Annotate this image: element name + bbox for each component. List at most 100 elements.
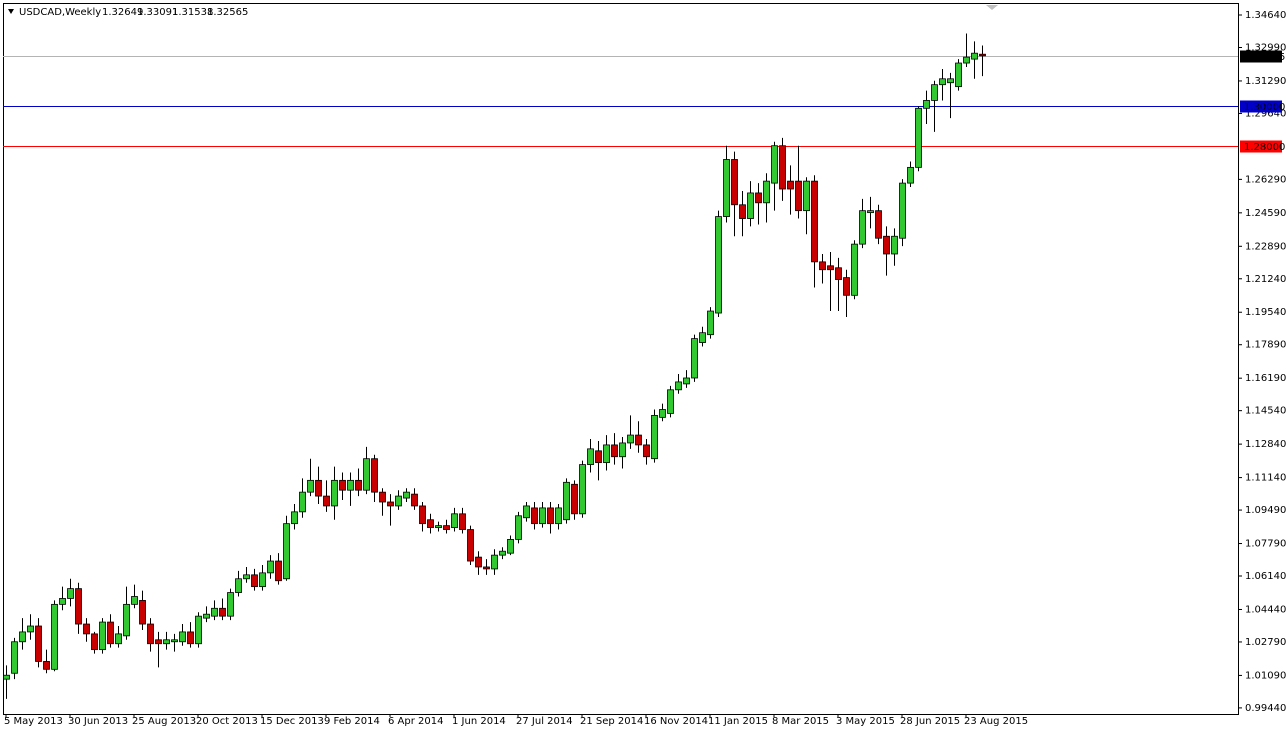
candle-body [699, 332, 706, 343]
candle-body [947, 78, 954, 84]
y-tick-label: 1.32990 [1245, 42, 1286, 53]
candle-body [179, 631, 186, 643]
x-tick-label: 8 Mar 2015 [772, 716, 829, 727]
candle-body [43, 661, 50, 670]
candle-body [411, 493, 418, 507]
y-tick-label: 1.04440 [1245, 604, 1286, 615]
candle-body [603, 444, 610, 464]
candle-body [587, 448, 594, 465]
shift-marker [986, 5, 998, 10]
x-tick-label: 1 Jun 2014 [452, 716, 506, 727]
x-tick-label: 23 Aug 2015 [964, 716, 1028, 727]
y-tick-label: 1.06140 [1245, 571, 1286, 582]
x-tick-label: 27 Jul 2014 [516, 716, 573, 727]
candle-body [75, 588, 82, 625]
candle-body [763, 180, 770, 204]
candle-body [355, 479, 362, 491]
candle-body [235, 578, 242, 593]
candle-body [771, 145, 778, 184]
candle-body [395, 495, 402, 507]
candle-body [963, 56, 970, 64]
candle-body [187, 631, 194, 645]
candle-body [83, 623, 90, 635]
y-tick-label: 1.34640 [1245, 10, 1286, 21]
candle-body [163, 639, 170, 645]
ohlc-low: 1.31538 [172, 7, 213, 18]
candle-body [107, 621, 114, 645]
candle-body [427, 519, 434, 528]
candle-body [27, 625, 34, 633]
candle-body [835, 267, 842, 280]
y-tick-label: 1.17890 [1245, 340, 1286, 351]
candle-body [859, 210, 866, 245]
candle-body [539, 507, 546, 525]
candle-body [211, 607, 218, 617]
candle-body [523, 505, 530, 519]
candle-body [19, 631, 26, 643]
candle-body [563, 481, 570, 521]
candle-body [819, 261, 826, 271]
candle-body [507, 538, 514, 554]
candle-body [915, 107, 922, 168]
candle-body [35, 625, 42, 662]
candle-body [595, 450, 602, 464]
candle-body [51, 603, 58, 670]
candle-body [339, 479, 346, 491]
candle-body [731, 159, 738, 206]
y-tick-label: 1.09490 [1245, 505, 1286, 516]
candle-body [203, 613, 210, 619]
candle-body [323, 495, 330, 507]
candle-body [787, 180, 794, 190]
candle-body [371, 458, 378, 493]
candle-body [643, 444, 650, 458]
candle-body [243, 574, 250, 580]
candle-body [171, 639, 178, 643]
level-label-box [1240, 100, 1282, 113]
candle-body [459, 513, 466, 530]
candle-body [683, 377, 690, 385]
candle-body [483, 566, 490, 570]
candle-body [291, 511, 298, 525]
candle-body [555, 507, 562, 525]
candle-body [755, 192, 762, 204]
level-label: 1.28000 [1244, 142, 1285, 153]
candle-body [91, 633, 98, 651]
candle-body [635, 434, 642, 446]
candle-body [131, 596, 138, 605]
candle-body [515, 515, 522, 540]
menu-arrow[interactable] [8, 9, 14, 14]
candle-body [283, 523, 290, 580]
candle-body [971, 52, 978, 60]
level-label-box [1240, 140, 1282, 153]
candle-body [547, 507, 554, 525]
candle-body [675, 381, 682, 391]
candle-body [931, 84, 938, 101]
level-label: 1.30000 [1244, 102, 1285, 113]
y-tick-label: 1.24590 [1245, 208, 1286, 219]
candle-body [811, 180, 818, 263]
x-tick-label: 5 May 2013 [4, 716, 63, 727]
candle-body [147, 623, 154, 645]
x-tick-label: 15 Dec 2013 [260, 716, 324, 727]
x-tick-label: 9 Feb 2014 [324, 716, 380, 727]
candle-body [387, 501, 394, 507]
x-tick-label: 3 May 2015 [836, 716, 895, 727]
y-tick-label: 1.12840 [1245, 439, 1286, 450]
candle-body [867, 210, 874, 214]
y-tick-label: 1.19540 [1245, 307, 1286, 318]
candle-body [883, 235, 890, 255]
candle-body [347, 479, 354, 491]
candle-body [707, 310, 714, 336]
y-tick-label: 1.02790 [1245, 637, 1286, 648]
candle-body [475, 556, 482, 568]
candle-body [331, 479, 338, 507]
candle-body [435, 525, 442, 528]
ohlc-open: 1.32649 [102, 7, 143, 18]
candle-body [443, 525, 450, 530]
candle-body [139, 600, 146, 625]
candle-body [691, 338, 698, 379]
level-label: 1.32565 [1244, 52, 1285, 63]
candle-body [851, 243, 858, 296]
candle-body [499, 550, 506, 556]
